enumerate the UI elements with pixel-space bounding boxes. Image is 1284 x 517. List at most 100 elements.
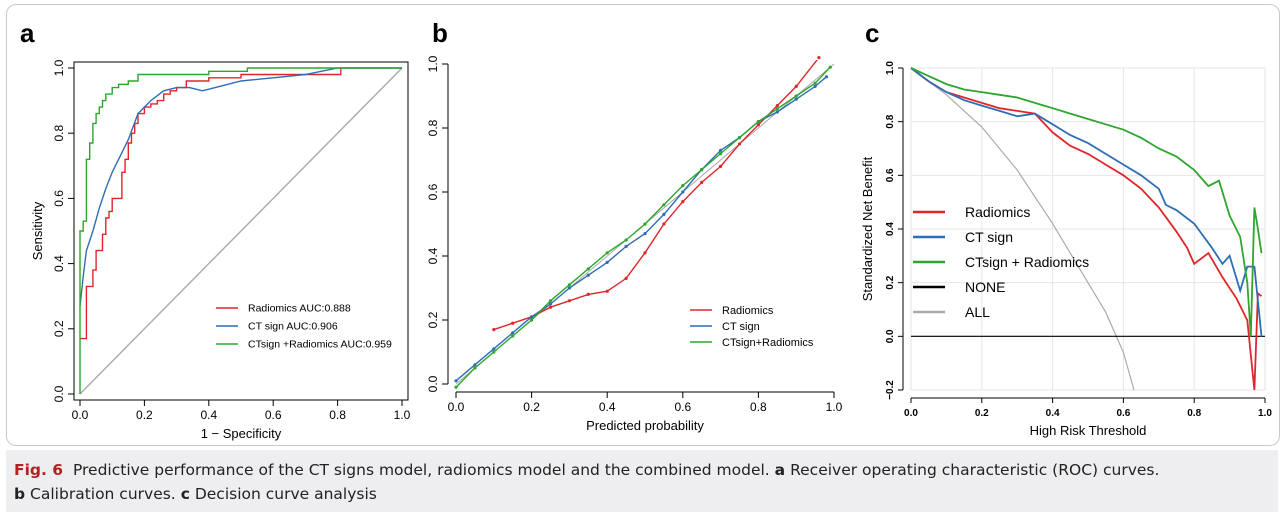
- data-point: [454, 385, 458, 389]
- data-point: [511, 334, 515, 338]
- data-point: [756, 120, 760, 124]
- y-axis-label: Standardized Net Benefit: [860, 156, 875, 301]
- caption-intro: Predictive performance of the CT signs m…: [72, 461, 770, 479]
- data-point: [473, 363, 477, 367]
- legend-label: CT sign: [722, 321, 760, 333]
- series-radiomics-line: [493, 60, 818, 331]
- caption-letter-a: a: [774, 461, 786, 479]
- data-point: [473, 366, 477, 370]
- data-point: [586, 267, 590, 271]
- y-tick-label: 0.0: [885, 329, 896, 343]
- data-point: [605, 251, 609, 255]
- x-axis-label: High Risk Threshold: [1030, 423, 1147, 438]
- panel-label-c: c: [865, 18, 880, 48]
- data-point: [813, 81, 817, 85]
- data-point: [824, 75, 829, 79]
- data-point: [548, 302, 553, 306]
- data-point: [700, 168, 704, 172]
- data-point: [662, 203, 666, 207]
- data-point: [567, 286, 571, 290]
- y-tick-label: 0.2: [426, 311, 440, 328]
- y-tick-label: 0.2: [52, 320, 66, 337]
- y-tick-label: 0.6: [426, 183, 440, 200]
- legend-label: Radiomics AUC:0.888: [248, 303, 351, 315]
- x-tick-label: 1.0: [826, 400, 843, 414]
- legend-label: CT sign: [965, 229, 1013, 245]
- data-point: [567, 299, 571, 303]
- legend-label: CTsign +Radiomics AUC:0.959: [248, 339, 392, 351]
- x-tick-label: 0.8: [750, 400, 767, 414]
- data-point: [643, 232, 647, 236]
- data-point: [530, 315, 534, 319]
- data-point: [681, 190, 685, 194]
- data-point: [681, 184, 685, 188]
- data-point: [719, 148, 723, 152]
- caption-text-b: Calibration curves.: [30, 485, 176, 503]
- x-tick-label: 0.0: [448, 400, 465, 414]
- data-point: [586, 273, 590, 277]
- x-tick-label: 0.2: [975, 408, 989, 419]
- caption-text-c: Decision curve analysis: [194, 485, 377, 503]
- x-tick-label: 1.0: [394, 408, 411, 422]
- y-tick-label: 1.0: [52, 59, 66, 76]
- data-point: [681, 200, 685, 204]
- x-tick-label: 0.6: [265, 408, 282, 422]
- data-point: [794, 84, 798, 88]
- y-tick-label: 0.8: [426, 119, 440, 136]
- data-point: [700, 180, 704, 184]
- y-tick-label: 0.4: [52, 255, 66, 272]
- data-point: [719, 164, 723, 168]
- data-point: [817, 56, 821, 60]
- caption-background: [6, 450, 1278, 512]
- y-tick-label: 0.6: [885, 168, 896, 182]
- data-point: [492, 328, 496, 332]
- data-point: [643, 251, 647, 255]
- x-tick-label: 0.8: [329, 408, 346, 422]
- y-tick-label: 0.6: [52, 190, 66, 207]
- panel-label-a: a: [20, 18, 35, 48]
- data-point: [605, 260, 609, 264]
- decision-curve-chart: 0.0 0.2 0.4 0.6 0.8 1.0 −0.2 0.0 0.2 0.4 0.6 0.8 1.0…: [860, 61, 1272, 438]
- data-point: [548, 299, 553, 303]
- data-point: [662, 212, 666, 216]
- data-point: [605, 289, 609, 293]
- data-point: [775, 104, 779, 108]
- legend-label: Radiomics: [722, 305, 774, 317]
- caption-text-a: Receiver operating characteristic (ROC) …: [790, 461, 1160, 479]
- data-point: [511, 321, 515, 325]
- data-point: [813, 84, 817, 88]
- legend-label: CTsign+Radiomics: [722, 337, 814, 349]
- y-tick-label: 0.2: [885, 275, 896, 289]
- series-ct-sign-auc-0-906-line: [79, 67, 402, 307]
- series-ct-sign-line: [910, 67, 1263, 337]
- series-radiomics-auc-0-888-line: [80, 68, 342, 340]
- figure-number: Fig. 6: [14, 461, 64, 479]
- x-axis-label: Predicted probability: [586, 418, 704, 433]
- x-tick-label: 0.0: [72, 408, 89, 422]
- y-tick-label: 0.4: [885, 222, 896, 236]
- data-point: [567, 283, 571, 287]
- series-reference-line: [79, 67, 403, 395]
- x-tick-label: 0.8: [1187, 408, 1201, 419]
- data-point: [794, 94, 798, 98]
- y-tick-label: 0.4: [426, 247, 440, 264]
- data-point: [662, 222, 666, 226]
- x-tick-label: 0.2: [136, 408, 153, 422]
- series-ctsign-radiomics-line: [910, 67, 1263, 337]
- data-point: [737, 136, 742, 140]
- legend-label: Radiomics: [965, 204, 1030, 220]
- y-tick-label: 0.8: [52, 125, 66, 142]
- legend-label: ALL: [965, 304, 990, 320]
- data-point: [586, 292, 590, 296]
- x-tick-label: 0.0: [904, 408, 918, 419]
- x-tick-label: 0.4: [200, 408, 217, 422]
- data-point: [756, 123, 760, 127]
- legend-label: CTsign + Radiomics: [965, 254, 1089, 270]
- legend-label: CT sign AUC:0.906: [248, 321, 338, 333]
- data-point: [511, 331, 515, 335]
- data-point: [492, 350, 496, 354]
- data-point: [624, 238, 628, 242]
- data-point: [548, 305, 553, 309]
- y-tick-label: 0.8: [885, 114, 896, 128]
- x-tick-label: 0.4: [599, 400, 616, 414]
